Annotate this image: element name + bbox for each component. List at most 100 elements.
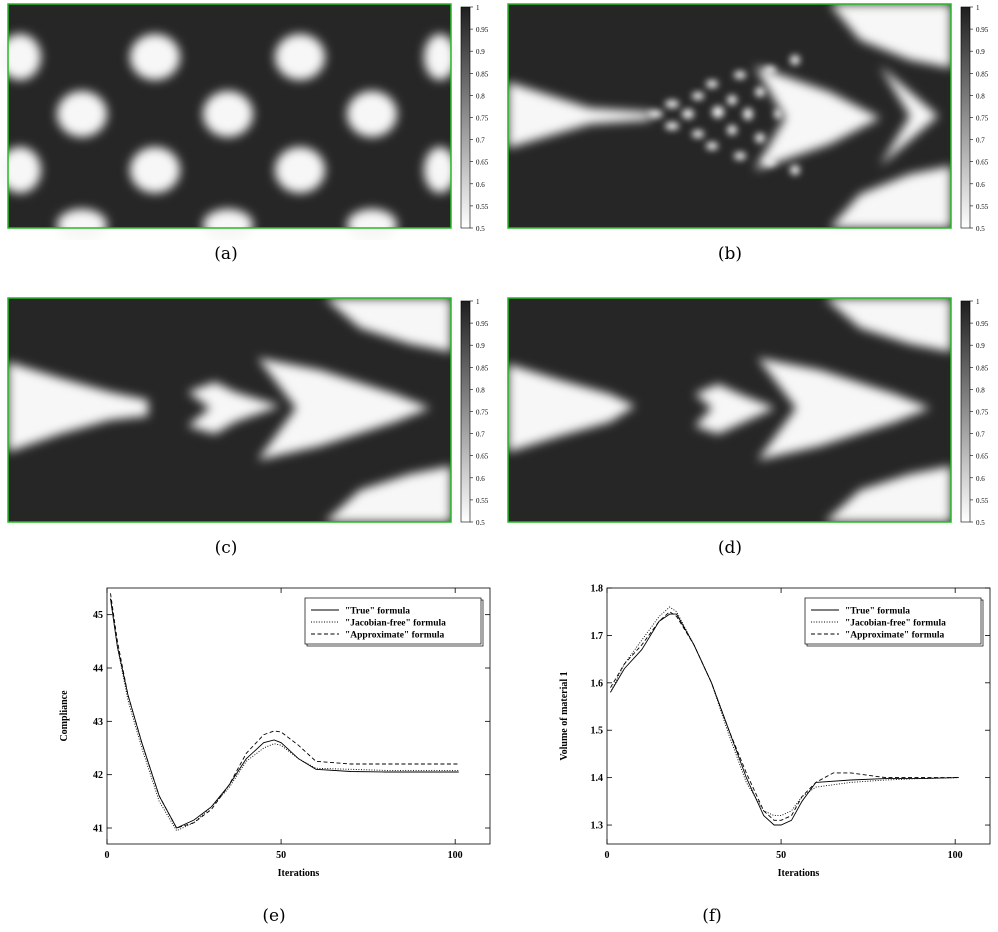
series-line-2	[610, 611, 959, 821]
colorbar-tick-label: 0.65	[976, 159, 989, 167]
caption-b: (b)	[717, 244, 743, 264]
colorbar-tick-label: 0.85	[476, 364, 489, 372]
y-tick-label: 1.4	[591, 773, 604, 784]
x-tick-label: 0	[105, 850, 110, 861]
density-image-b: 1 0.95 0.9 0.85 0.8 0.75 0.7 0.65 0.6 0.55 0.5	[507, 3, 989, 233]
colorbar-tick-label: 0.8	[976, 386, 985, 394]
chart-e: 0 50 100 41 42 43 44 45 Iterations Compliance "Tru…	[0, 560, 498, 932]
frame	[7, 3, 452, 229]
frame	[507, 297, 952, 523]
x-tick-label: 50	[276, 850, 286, 861]
density-image-a: 1 0.95 0.9 0.85 0.8 0.75 0.7 0.65 0.6 0.55 0.5	[0, 3, 489, 241]
series-line-1	[610, 606, 959, 817]
colorbar-tick-label: 0.85	[976, 70, 989, 78]
y-tick-label: 45	[93, 610, 103, 621]
compliance-chart: 0 50 100 41 42 43 44 45 Iterations Compliance "Tru…	[59, 587, 491, 879]
colorbar-tick-label: 0.95	[976, 320, 989, 328]
caption-a: (a)	[214, 244, 238, 264]
volume-chart: 0 50 100 1.3 1.4 1.5 1.6 1.7 1.8 Iterations Volume…	[559, 584, 991, 879]
colorbar-tick-label: 0.6	[976, 181, 985, 189]
colorbar-tick-label: 0.9	[476, 48, 485, 56]
legend-box	[304, 597, 482, 645]
caption-e: (e)	[262, 906, 286, 926]
colorbar-tick-label: 0.95	[476, 26, 489, 34]
colorbar-tick-label: 1	[976, 4, 980, 12]
colorbar-gradient	[460, 300, 471, 523]
chart-f: 0 50 100 1.3 1.4 1.5 1.6 1.7 1.8 Iterations Volume…	[500, 560, 998, 932]
colorbar-tick-label: 1	[476, 4, 480, 12]
colorbar-tick-label: 0.7	[476, 137, 485, 145]
y-tick-label: 43	[93, 717, 103, 728]
legend-entry: "True" formula	[845, 607, 910, 617]
colorbar-tick-label: 0.55	[976, 497, 989, 505]
colorbar-tick-label: 0.65	[476, 453, 489, 461]
colorbar: 1 0.95 0.9 0.85 0.8 0.75 0.7 0.65 0.6 0.55 0.5	[960, 298, 989, 527]
colorbar: 1 0.95 0.9 0.85 0.8 0.75 0.7 0.65 0.6 0.55 0.5	[460, 298, 489, 527]
colorbar-tick-label: 0.9	[476, 342, 485, 350]
x-tick-label: 100	[948, 850, 963, 861]
legend-entry: "Approximate" formula	[345, 631, 445, 641]
colorbar-tick-label: 0.8	[976, 92, 985, 100]
series-line-1	[110, 598, 459, 832]
plot-frame	[606, 587, 991, 845]
legend-entry: "Approximate" formula	[845, 631, 945, 641]
y-axis-label: Compliance	[59, 690, 70, 742]
colorbar-tick-label: 0.8	[476, 92, 485, 100]
colorbar-tick-label: 0.6	[476, 475, 485, 483]
colorbar-tick-label: 0.55	[976, 203, 989, 211]
colorbar-tick-label: 0.75	[976, 115, 989, 123]
y-tick-label: 1.6	[591, 678, 604, 689]
caption-f: (f)	[702, 906, 722, 926]
colorbar-tick-label: 0.75	[476, 115, 489, 123]
colorbar-gradient	[460, 6, 471, 229]
colorbar-tick-label: 0.65	[476, 159, 489, 167]
density-map-a: 1 0.95 0.9 0.85 0.8 0.75 0.7 0.65 0.6 0.55 0.5 (a)	[0, 0, 498, 264]
y-tick-label: 1.5	[591, 726, 604, 737]
x-axis-label: Iterations	[278, 868, 320, 879]
colorbar-tick-label: 0.7	[476, 431, 485, 439]
colorbar-tick-label: 0.5	[476, 519, 485, 527]
x-axis-label: Iterations	[778, 868, 820, 879]
structure	[508, 4, 951, 228]
legend-box	[804, 597, 982, 645]
colorbar-tick-label: 0.75	[976, 409, 989, 417]
colorbar-tick-label: 0.6	[476, 181, 485, 189]
colorbar-tick-label: 0.5	[976, 519, 985, 527]
colorbar-tick-label: 0.9	[976, 342, 985, 350]
colorbar-tick-label: 0.8	[476, 386, 485, 394]
colorbar-tick-label: 0.65	[976, 453, 989, 461]
fine-branches	[647, 55, 800, 175]
colorbar-tick-label: 0.5	[976, 225, 985, 233]
series-line-2	[110, 593, 459, 829]
colorbar-gradient	[960, 300, 971, 523]
frame	[7, 297, 452, 523]
density-map-d: 1 0.95 0.9 0.85 0.8 0.75 0.7 0.65 0.6 0.55 0.5 (d)	[500, 294, 998, 558]
x-tick-label: 100	[448, 850, 463, 861]
structure	[8, 298, 451, 522]
frame	[507, 3, 952, 229]
y-tick-label: 42	[93, 770, 103, 781]
colorbar-tick-label: 0.95	[976, 26, 989, 34]
y-tick-label: 1.7	[591, 631, 604, 642]
plot-frame	[106, 587, 491, 845]
colorbar-gradient	[960, 6, 971, 229]
x-tick-label: 0	[605, 850, 610, 861]
colorbar-tick-label: 0.85	[476, 70, 489, 78]
density-map-b: 1 0.95 0.9 0.85 0.8 0.75 0.7 0.65 0.6 0.55 0.5 (b)	[500, 0, 998, 264]
inclusions	[0, 34, 456, 241]
colorbar-tick-label: 0.7	[976, 431, 985, 439]
colorbar-tick-label: 0.95	[476, 320, 489, 328]
y-tick-label: 41	[93, 824, 103, 835]
y-axis-label: Volume of material 1	[559, 671, 570, 760]
colorbar-tick-label: 0.55	[476, 497, 489, 505]
structure	[508, 298, 951, 522]
colorbar-tick-label: 0.55	[476, 203, 489, 211]
colorbar: 1 0.95 0.9 0.85 0.8 0.75 0.7 0.65 0.6 0.55 0.5	[960, 4, 989, 233]
colorbar-tick-label: 1	[476, 298, 480, 306]
x-tick-label: 50	[776, 850, 786, 861]
legend-entry: "Jacobian-free" formula	[845, 619, 946, 629]
colorbar-tick-label: 0.9	[976, 48, 985, 56]
legend-entry: "True" formula	[345, 607, 410, 617]
colorbar-tick-label: 1	[976, 298, 980, 306]
colorbar: 1 0.95 0.9 0.85 0.8 0.75 0.7 0.65 0.6 0.55 0.5	[460, 4, 489, 233]
